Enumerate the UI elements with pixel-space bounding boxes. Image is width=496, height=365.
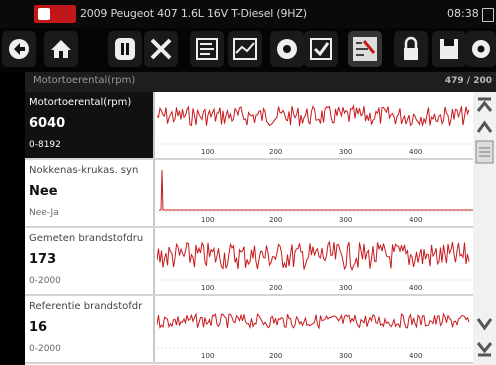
pid-range: 0-2000 bbox=[29, 276, 61, 286]
selected-pid-bar: Motortoerental(rpm) 479 / 200 bbox=[25, 72, 496, 92]
settings-icon[interactable] bbox=[466, 31, 496, 67]
select-icon[interactable] bbox=[304, 31, 338, 67]
scroll-down-icon[interactable] bbox=[475, 315, 494, 333]
pid-range: 0-8192 bbox=[29, 140, 61, 150]
axis-tick-label: 400 bbox=[409, 352, 422, 360]
title-bar: 2009 Peugeot 407 1.6L 16V T-Diesel (9HZ)… bbox=[0, 0, 496, 28]
home-icon[interactable] bbox=[44, 31, 78, 67]
pid-value: Nee bbox=[29, 184, 58, 199]
pid-range: 0-2000 bbox=[29, 344, 61, 354]
axis-tick-label: 100 bbox=[201, 284, 214, 292]
pid-label: Gemeten brandstofdru bbox=[29, 233, 144, 244]
axis-tick-label: 100 bbox=[201, 352, 214, 360]
vehicle-title: 2009 Peugeot 407 1.6L 16V T-Diesel (9HZ) bbox=[80, 7, 307, 20]
axis-tick-label: 400 bbox=[409, 284, 422, 292]
pid-label: Nokkenas-krukas. syn bbox=[29, 165, 139, 176]
sample-counter: 479 / 200 bbox=[444, 76, 492, 86]
axis-tick-label: 300 bbox=[339, 284, 352, 292]
pid-value: 6040 bbox=[29, 116, 66, 131]
toolbar bbox=[0, 28, 496, 72]
lock-icon[interactable] bbox=[394, 31, 428, 67]
pid-info[interactable]: Motortoerental(rpm) 6040 0-8192 bbox=[25, 92, 155, 158]
pid-row[interactable]: Gemeten brandstofdru 173 0-2000 100 200 30… bbox=[25, 228, 473, 296]
pid-graph: 100 200 300 400 bbox=[157, 169, 473, 224]
pid-trace bbox=[157, 240, 470, 272]
pid-value: 173 bbox=[29, 252, 57, 267]
pid-list-icon[interactable] bbox=[190, 31, 224, 67]
axis-tick-label: 100 bbox=[201, 216, 214, 224]
scrollbar[interactable] bbox=[473, 92, 496, 365]
axis-tick-label: 200 bbox=[269, 148, 282, 156]
pause-icon[interactable] bbox=[108, 31, 142, 67]
scroll-top-icon[interactable] bbox=[475, 96, 494, 114]
save-icon[interactable] bbox=[432, 31, 466, 67]
zoom-icon[interactable] bbox=[270, 31, 304, 67]
pid-graph: 100 200 300 400 bbox=[157, 104, 473, 156]
pid-trace bbox=[159, 169, 473, 211]
scroll-up-icon[interactable] bbox=[475, 118, 494, 136]
pid-graph: 100 200 300 400 bbox=[157, 240, 473, 292]
pid-info[interactable]: Nokkenas-krukas. syn Nee Nee-Ja bbox=[25, 160, 155, 226]
pid-trace bbox=[157, 104, 470, 127]
axis-tick-label: 400 bbox=[409, 148, 422, 156]
back-icon[interactable] bbox=[2, 31, 36, 67]
battery-icon bbox=[482, 8, 494, 22]
pid-label: Referentie brandstofdr bbox=[29, 301, 143, 312]
axis-tick-label: 300 bbox=[339, 216, 352, 224]
pid-label: Motortoerental(rpm) bbox=[29, 97, 132, 108]
axis-tick-label: 400 bbox=[409, 216, 422, 224]
pid-info[interactable]: Gemeten brandstofdru 173 0-2000 bbox=[25, 228, 155, 294]
snapon-logo bbox=[34, 5, 76, 23]
clock: 08:38 bbox=[447, 7, 479, 20]
axis-tick-label: 300 bbox=[339, 148, 352, 156]
axis-tick-label: 200 bbox=[269, 352, 282, 360]
pid-row[interactable]: Referentie brandstofdr 16 0-2000 100 200 3… bbox=[25, 296, 473, 364]
pid-value: 16 bbox=[29, 320, 48, 335]
pid-trace bbox=[157, 312, 470, 330]
scroll-bottom-icon[interactable] bbox=[475, 340, 494, 358]
scroll-thumb[interactable] bbox=[475, 140, 494, 164]
pid-graph-list: Motortoerental(rpm) 6040 0-8192 100 200 30… bbox=[25, 92, 473, 365]
pid-row[interactable]: Motortoerental(rpm) 6040 0-8192 100 200 30… bbox=[25, 92, 473, 160]
axis-tick-label: 200 bbox=[269, 284, 282, 292]
exit-icon[interactable] bbox=[144, 31, 178, 67]
pid-graph: 100 200 300 400 bbox=[157, 312, 473, 360]
axis-tick-label: 100 bbox=[201, 148, 214, 156]
pid-range: Nee-Ja bbox=[29, 208, 59, 218]
pid-row[interactable]: Nokkenas-krukas. syn Nee Nee-Ja 100 200 30… bbox=[25, 160, 473, 228]
pid-info[interactable]: Referentie brandstofdr 16 0-2000 bbox=[25, 296, 155, 362]
axis-tick-label: 200 bbox=[269, 216, 282, 224]
axis-tick-label: 300 bbox=[339, 352, 352, 360]
sweep-icon[interactable] bbox=[348, 31, 382, 67]
selected-pid-name: Motortoerental(rpm) bbox=[33, 75, 136, 86]
graph-view-icon[interactable] bbox=[228, 31, 262, 67]
